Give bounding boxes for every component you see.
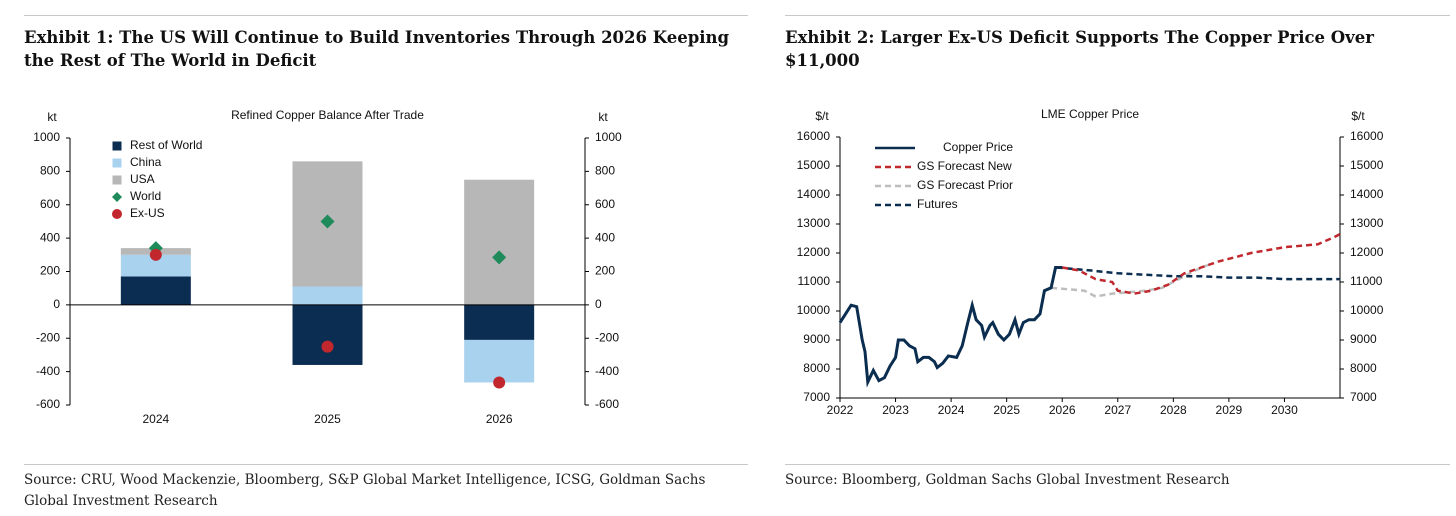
point-marker (493, 376, 506, 389)
series-line (1062, 233, 1341, 295)
bar-segment (120, 276, 191, 305)
x-tick-label: 2026 (486, 412, 513, 426)
x-tick-label: 2030 (1271, 403, 1298, 417)
y2-tick-label: 600 (595, 197, 615, 211)
x-tick-label: 2029 (1216, 403, 1243, 417)
y2-axis-label: kt (598, 110, 608, 124)
point-marker (320, 214, 335, 229)
y2-tick-label: 800 (595, 164, 615, 178)
y2-axis-label: $/t (1351, 109, 1365, 123)
y-tick-label: 600 (40, 197, 60, 211)
bar-segment (292, 286, 363, 305)
y-tick-label: 9000 (803, 332, 830, 346)
bar-segment (464, 339, 535, 383)
x-tick-label: 2028 (1160, 403, 1187, 417)
y2-tick-label: -200 (595, 330, 619, 344)
y-tick-label: 0 (53, 297, 60, 311)
y-tick-label: 15000 (797, 158, 831, 172)
x-tick-label: 2024 (938, 403, 965, 417)
y-tick-label: 8000 (803, 361, 830, 375)
y2-tick-label: 13000 (1350, 216, 1384, 230)
y2-tick-label: 8000 (1350, 361, 1377, 375)
y2-tick-label: 0 (595, 297, 602, 311)
bottom-rule (785, 464, 1450, 465)
y2-tick-label: 15000 (1350, 158, 1384, 172)
legend-marker (112, 209, 122, 219)
y-tick-label: 200 (40, 264, 60, 278)
point-marker (149, 248, 162, 261)
legend-label: Rest of World (130, 138, 202, 152)
legend-label: China (130, 155, 162, 169)
x-tick-label: 2025 (314, 412, 341, 426)
y-tick-label: -200 (36, 330, 60, 344)
legend-label: Futures (917, 197, 958, 211)
y-tick-label: 16000 (797, 129, 831, 143)
y2-tick-label: 7000 (1350, 390, 1377, 404)
y2-tick-label: -400 (595, 364, 619, 378)
exhibit-heading: Exhibit 1: The US Will Continue to Build… (24, 28, 730, 70)
chart-title: Refined Copper Balance After Trade (231, 108, 424, 122)
legend-label: GS Forecast Prior (917, 178, 1013, 192)
legend-marker (112, 192, 122, 202)
bar-segment (464, 304, 535, 340)
x-tick-label: 2022 (827, 403, 854, 417)
y-tick-label: 1000 (33, 130, 60, 144)
y2-tick-label: 11000 (1350, 274, 1383, 288)
y2-tick-label: 14000 (1350, 187, 1384, 201)
y-tick-label: 10000 (797, 303, 831, 317)
x-tick-label: 2027 (1104, 403, 1131, 417)
exhibit-heading: Exhibit 2: Larger Ex-US Deficit Supports… (785, 28, 1374, 70)
point-marker (492, 250, 507, 265)
bar-segment (120, 254, 191, 277)
y-tick-label: 400 (40, 230, 60, 244)
y2-tick-label: 12000 (1350, 245, 1384, 259)
legend-label: Ex-US (130, 206, 165, 220)
legend-label: GS Forecast New (917, 159, 1012, 173)
top-rule (24, 15, 748, 16)
y-tick-label: -600 (36, 397, 60, 411)
source-note: Source: CRU, Wood Mackenzie, Bloomberg, … (24, 472, 706, 509)
y-tick-label: 800 (40, 164, 60, 178)
y-axis-label: $/t (815, 109, 829, 123)
x-tick-label: 2023 (882, 403, 909, 417)
bar-segment (464, 179, 535, 305)
series-line (1051, 262, 1213, 298)
y2-tick-label: 16000 (1350, 129, 1384, 143)
y-axis-label: kt (47, 110, 57, 124)
legend-label: World (130, 189, 161, 203)
series-line (838, 266, 1063, 388)
legend-label: USA (130, 172, 155, 186)
top-rule (785, 15, 1450, 16)
y2-tick-label: 400 (595, 230, 615, 244)
y-tick-label: 11000 (798, 274, 831, 288)
legend-swatch (112, 158, 122, 168)
y2-tick-label: 10000 (1350, 303, 1384, 317)
x-tick-label: 2026 (1049, 403, 1076, 417)
y-tick-label: 13000 (797, 216, 831, 230)
y-tick-label: 7000 (803, 390, 830, 404)
y2-tick-label: 9000 (1350, 332, 1377, 346)
y-tick-label: -400 (36, 364, 60, 378)
legend-label: Copper Price (943, 140, 1013, 154)
legend-swatch (112, 141, 122, 151)
legend-swatch (112, 175, 122, 185)
y-tick-label: 12000 (797, 245, 831, 259)
y2-tick-label: 200 (595, 264, 615, 278)
y2-tick-label: 1000 (595, 130, 622, 144)
chart-title: LME Copper Price (1041, 107, 1139, 121)
bottom-rule (24, 464, 748, 465)
x-tick-label: 2024 (142, 412, 169, 426)
series-line (1056, 266, 1340, 281)
source-note: Source: Bloomberg, Goldman Sachs Global … (785, 472, 1230, 488)
y2-tick-label: -600 (595, 397, 619, 411)
point-marker (321, 340, 334, 353)
y-tick-label: 14000 (797, 187, 831, 201)
bar-segment (292, 304, 363, 365)
x-tick-label: 2025 (993, 403, 1020, 417)
